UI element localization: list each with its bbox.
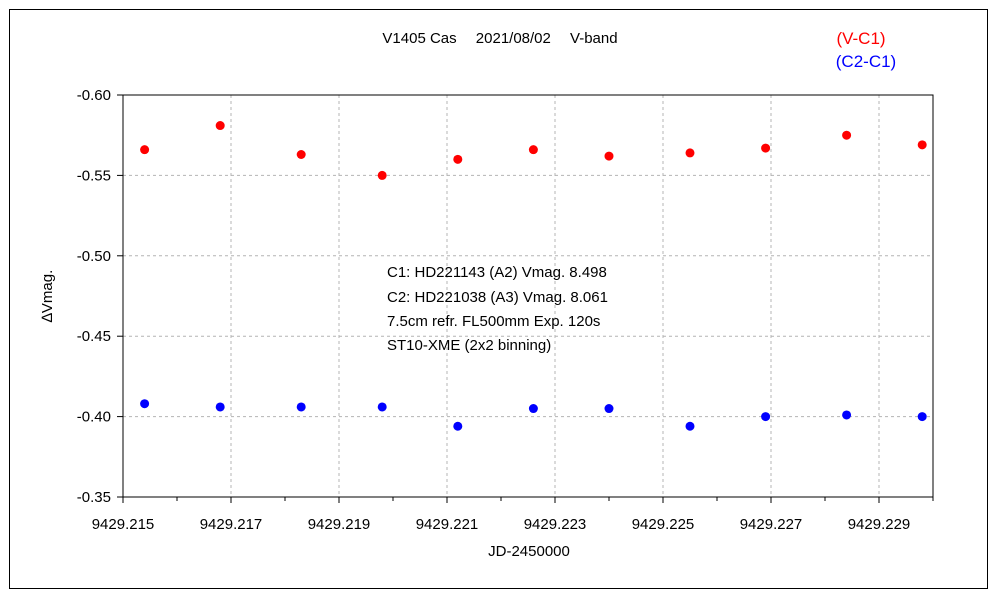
data-point bbox=[377, 170, 387, 180]
y-tick-label: -0.50 bbox=[77, 248, 111, 265]
data-point bbox=[604, 151, 614, 161]
y-tick-labels: -0.60 -0.55 -0.50 -0.45 -0.40 -0.35 bbox=[77, 87, 111, 506]
data-point bbox=[761, 412, 771, 422]
x-tick-label: 9429.215 bbox=[92, 516, 155, 533]
chart-title: V1405 Cas 2021/08/02 V-band bbox=[382, 30, 617, 47]
x-axis-label: JD-2450000 bbox=[488, 543, 570, 560]
data-point bbox=[296, 149, 306, 159]
data-point bbox=[528, 404, 538, 414]
annotation-line-3: 7.5cm refr. FL500mm Exp. 120s bbox=[387, 313, 600, 330]
y-tick-label: -0.55 bbox=[77, 167, 111, 184]
y-tick-label: -0.60 bbox=[77, 87, 111, 104]
data-point bbox=[685, 148, 695, 158]
axis-ticks bbox=[117, 94, 934, 503]
data-point bbox=[842, 130, 852, 140]
x-tick-label: 9429.223 bbox=[524, 516, 587, 533]
series-v-c1 bbox=[140, 121, 927, 180]
data-point bbox=[296, 402, 306, 412]
x-tick-label: 9429.217 bbox=[200, 516, 263, 533]
data-point bbox=[604, 404, 614, 414]
grid bbox=[123, 95, 933, 497]
data-point bbox=[917, 412, 927, 422]
data-point bbox=[377, 402, 387, 412]
x-tick-labels: 9429.215 9429.217 9429.219 9429.221 9429.223… bbox=[92, 516, 911, 533]
x-tick-label: 9429.229 bbox=[848, 516, 911, 533]
data-point bbox=[140, 399, 150, 409]
chart-frame bbox=[9, 9, 988, 589]
plot-area bbox=[122, 94, 934, 498]
data-point bbox=[453, 421, 463, 431]
annotation-line-4: ST10-XME (2x2 binning) bbox=[387, 337, 551, 354]
data-point bbox=[140, 145, 150, 155]
legend-item-v-c1: (V-C1) bbox=[836, 29, 885, 48]
legend-item-c2-c1: (C2-C1) bbox=[836, 52, 896, 71]
annotation-line-1: C1: HD221143 (A2) Vmag. 8.498 bbox=[387, 264, 607, 281]
x-tick-label: 9429.225 bbox=[632, 516, 695, 533]
legend: (V-C1) (C2-C1) bbox=[836, 29, 896, 71]
x-tick-label: 9429.221 bbox=[416, 516, 479, 533]
data-point bbox=[215, 121, 225, 131]
data-points bbox=[140, 121, 927, 431]
y-tick-label: -0.35 bbox=[77, 489, 111, 506]
annotation-block: C1: HD221143 (A2) Vmag. 8.498 C2: HD2210… bbox=[387, 264, 608, 354]
data-point bbox=[842, 410, 852, 420]
data-point bbox=[685, 421, 695, 431]
annotation-line-2: C2: HD221038 (A3) Vmag. 8.061 bbox=[387, 289, 608, 306]
series-c2-c1 bbox=[140, 399, 927, 431]
y-tick-label: -0.40 bbox=[77, 409, 111, 426]
data-point bbox=[917, 140, 927, 150]
data-point bbox=[528, 145, 538, 155]
x-tick-label: 9429.227 bbox=[740, 516, 803, 533]
data-point bbox=[215, 402, 225, 412]
x-tick-label: 9429.219 bbox=[308, 516, 371, 533]
data-point bbox=[453, 154, 463, 164]
y-axis-label: ∆Vmag. bbox=[39, 270, 56, 323]
y-tick-label: -0.45 bbox=[77, 328, 111, 345]
data-point bbox=[761, 143, 771, 153]
